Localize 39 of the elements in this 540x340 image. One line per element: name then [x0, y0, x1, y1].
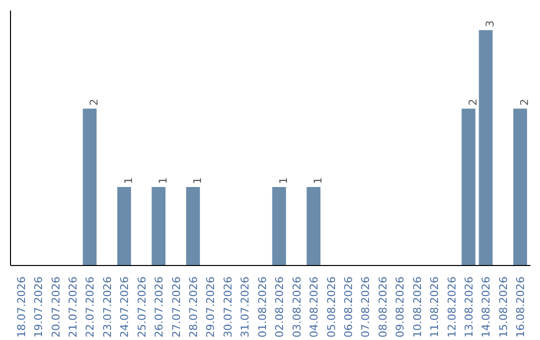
x-tick-label: 20.07.2026 [49, 276, 62, 338]
x-tick-label: 06.08.2026 [342, 276, 355, 338]
x-tick-label: 26.07.2026 [152, 276, 166, 338]
x-tick-label: 18.07.2026 [14, 276, 28, 338]
x-tick-label: 22.07.2026 [84, 276, 97, 338]
x-tick-label: 08.08.2026 [376, 276, 390, 338]
x-tick-label: 13.08.2026 [462, 276, 476, 338]
data-label: 2 [88, 98, 101, 106]
x-tick-label: 10.08.2026 [410, 276, 424, 338]
data-label: 3 [484, 20, 497, 28]
data-label: 1 [191, 177, 204, 184]
x-tick-label: 27.07.2026 [170, 276, 183, 338]
x-tick-label: 14.08.2026 [480, 276, 493, 338]
data-label: 1 [122, 177, 136, 184]
x-tick-label: 03.08.2026 [290, 276, 304, 338]
x-tick-label: 29.07.2026 [204, 276, 218, 338]
x-tick-label: 16.08.2026 [514, 276, 528, 338]
x-tick-label: 21.07.2026 [66, 276, 80, 338]
data-label: 1 [312, 177, 325, 184]
x-tick-label: 04.08.2026 [308, 276, 321, 338]
x-tick-label: 31.07.2026 [238, 276, 252, 338]
x-tick-label: 15.08.2026 [496, 276, 510, 338]
x-tick-label: 01.08.2026 [256, 276, 269, 338]
x-tick-label: 02.08.2026 [273, 276, 286, 338]
x-tick-label: 23.07.2026 [100, 276, 114, 338]
x-tick-label: 12.08.2026 [445, 276, 458, 338]
data-label: 2 [466, 98, 480, 106]
x-tick-label: 24.07.2026 [118, 276, 132, 338]
x-tick-label: 25.07.2026 [135, 276, 148, 338]
x-tick-label: 19.07.2026 [32, 276, 46, 338]
data-label: 1 [156, 177, 170, 184]
x-tick-label: 30.07.2026 [221, 276, 234, 338]
x-tick-label: 28.07.2026 [187, 276, 200, 338]
data-label: 1 [277, 177, 290, 184]
x-tick-label: 11.08.2026 [428, 276, 442, 338]
x-tick-label: 09.08.2026 [394, 276, 407, 338]
data-label: 2 [518, 98, 532, 106]
x-tick-label: 07.08.2026 [359, 276, 372, 338]
x-tick-label: 05.08.2026 [324, 276, 338, 338]
